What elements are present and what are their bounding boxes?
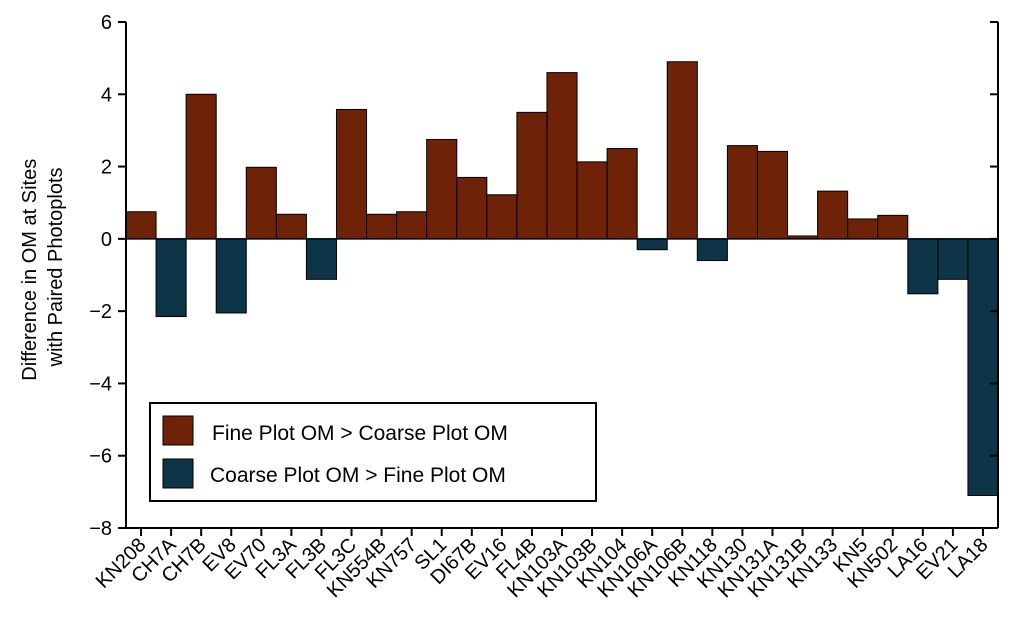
bar-kn208 bbox=[125, 211, 157, 240]
bar-fl3c bbox=[335, 108, 368, 240]
bar-kn106b bbox=[666, 61, 698, 240]
y-tick-label: 4 bbox=[101, 84, 112, 106]
bar-di67b bbox=[456, 176, 488, 240]
bar-la18 bbox=[967, 238, 999, 496]
y-tick-label: −8 bbox=[89, 518, 112, 540]
legend-swatch-coarse bbox=[162, 458, 194, 489]
y-tick-label: 0 bbox=[101, 229, 112, 251]
bar-ev21 bbox=[937, 238, 969, 280]
bar-fl3b bbox=[305, 238, 337, 280]
bar-kn118 bbox=[696, 238, 728, 262]
bar-ev16 bbox=[486, 194, 518, 240]
legend-label-fine: Fine Plot OM > Coarse Plot OM bbox=[212, 422, 508, 445]
bar-ev8 bbox=[215, 238, 247, 314]
bar-kn104 bbox=[606, 148, 638, 240]
bar-kn103a bbox=[546, 72, 578, 240]
y-tick-label: 2 bbox=[101, 157, 112, 179]
bar-fl4b bbox=[516, 111, 548, 240]
legend: Fine Plot OM > Coarse Plot OM Coarse Plo… bbox=[149, 402, 597, 502]
bar-kn502 bbox=[877, 214, 909, 240]
y-tick-label: −6 bbox=[89, 446, 112, 468]
bar-ch7b bbox=[185, 93, 217, 240]
bar-kn130 bbox=[726, 145, 758, 240]
legend-label-coarse: Coarse Plot OM > Fine Plot OM bbox=[210, 464, 506, 487]
legend-swatch-fine bbox=[162, 415, 194, 446]
bar-ev70 bbox=[245, 166, 277, 240]
y-axis-right bbox=[990, 21, 999, 529]
bar-la16 bbox=[907, 238, 939, 295]
y-tick-label: −2 bbox=[89, 301, 112, 323]
bar-ch7a bbox=[155, 238, 187, 318]
bar-kn133 bbox=[817, 190, 849, 240]
bar-sl1 bbox=[426, 138, 458, 240]
y-axis-title: Difference in OM at Sites with Paired Ph… bbox=[19, 153, 67, 381]
bar-kn5 bbox=[847, 218, 879, 240]
bar-kn757 bbox=[396, 211, 428, 240]
y-tick-label: 6 bbox=[101, 12, 112, 34]
y-axis-title-line-1: Difference in OM at Sites bbox=[19, 159, 41, 381]
bar-kn106a bbox=[636, 238, 668, 251]
bars-group bbox=[125, 61, 999, 496]
y-axis-title-line-2: with Paired Photoplots bbox=[45, 167, 67, 367]
bar-kn554b bbox=[366, 213, 398, 240]
y-tick-label: −4 bbox=[89, 373, 112, 395]
bar-kn131a bbox=[756, 150, 789, 240]
bar-fl3a bbox=[275, 213, 307, 240]
y-axis-left: −8 −6 −4 −2 0 2 4 6 bbox=[89, 12, 127, 540]
bar-kn103b bbox=[576, 161, 608, 240]
x-axis: KN208CH7ACH7BEV8EV70FL3AFL3BFL3CKN554BKN… bbox=[92, 527, 998, 602]
legend-box bbox=[149, 402, 597, 502]
